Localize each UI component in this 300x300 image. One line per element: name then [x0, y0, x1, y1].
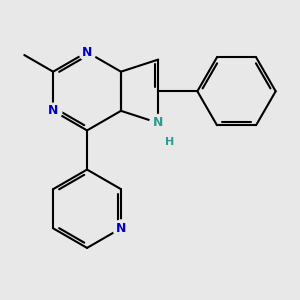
Text: H: H [165, 137, 174, 147]
Text: N: N [153, 116, 164, 129]
Text: N: N [116, 222, 126, 235]
Text: N: N [48, 104, 58, 117]
Text: N: N [82, 46, 92, 59]
